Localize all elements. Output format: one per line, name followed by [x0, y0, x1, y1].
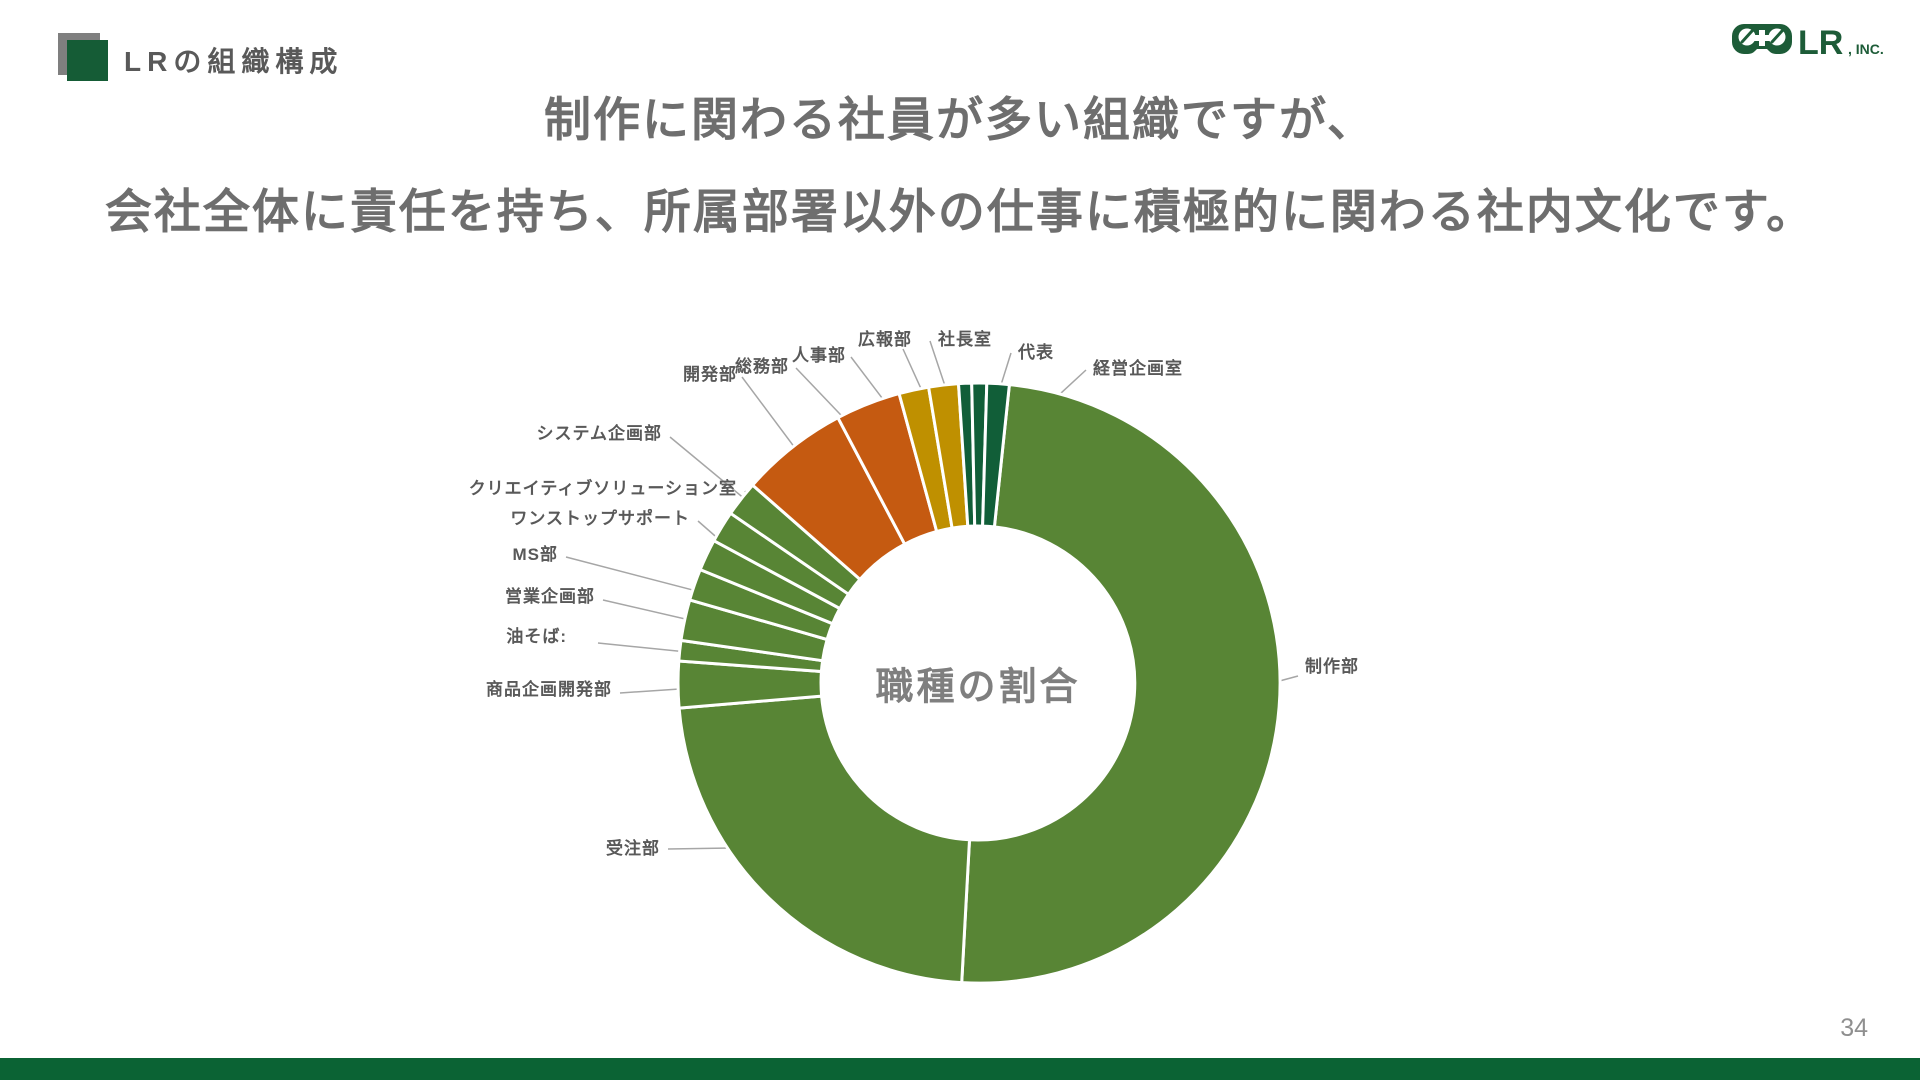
donut-slice — [960, 383, 1282, 985]
page-number: 34 — [1840, 1014, 1868, 1042]
slice-label: ワンストップサポート — [510, 509, 690, 528]
slice-label: 人事部 — [792, 346, 846, 365]
donut-slice — [677, 694, 971, 985]
chart-center-label: 職種の割合 — [875, 666, 1081, 709]
headline: 制作に関わる社員が多い組織ですが、 会社全体に責任を持ち、所属部署以外の仕事に積… — [0, 96, 1920, 235]
slice-label: 代表 — [1018, 343, 1054, 362]
company-logo: LR , INC. — [1732, 24, 1884, 62]
slice-label: 社長室 — [938, 330, 992, 349]
logo-company-text: LR — [1798, 24, 1843, 62]
slice-label: 営業企画部 — [505, 587, 595, 606]
headline-line-2: 会社全体に責任を持ち、所属部署以外の仕事に積極的に関わる社内文化です。 — [104, 185, 1816, 238]
headline-line-1: 制作に関わる社員が多い組織ですが、 — [543, 93, 1377, 146]
slice-label: システム企画部 — [536, 424, 662, 443]
slice-label: 受注部 — [606, 839, 660, 858]
donut-slice — [981, 381, 1011, 529]
footer-accent-bar — [0, 1058, 1920, 1080]
slice-label: クリエイティブソリューション室 — [468, 479, 737, 498]
slice-label: 商品企画開発部 — [486, 680, 612, 699]
game-controller-icon — [1732, 24, 1792, 54]
page-title: LRの組織構成 — [124, 46, 344, 77]
slice-label: 開発部 — [683, 365, 737, 384]
slice-label: MS部 — [512, 545, 558, 564]
slice-label: 広報部 — [858, 330, 912, 349]
slice-label: 経営企画室 — [1093, 359, 1183, 378]
slice-label: 総務部 — [735, 357, 789, 376]
header-accent-square-front — [67, 40, 108, 81]
logo-suffix-text: , INC. — [1848, 41, 1884, 57]
slice-label: 油そば: — [506, 627, 567, 646]
slice-label: 制作部 — [1305, 657, 1359, 676]
